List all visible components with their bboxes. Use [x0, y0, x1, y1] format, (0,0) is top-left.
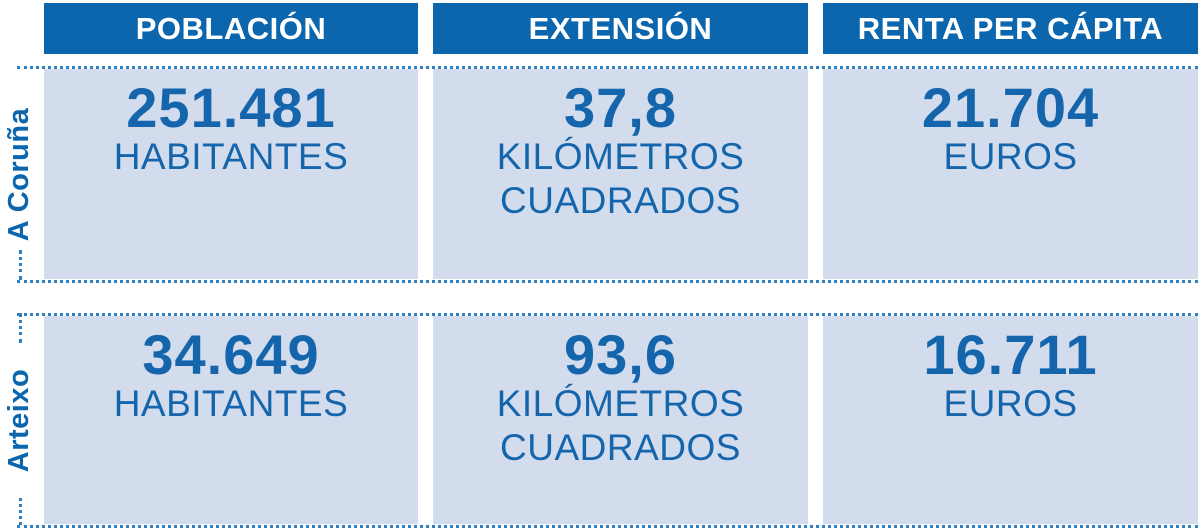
- cell-a-coruna-poblacion: 251.481 HABITANTES: [44, 69, 418, 279]
- renta-unit: EUROS: [943, 136, 1078, 177]
- row-1-bottom-dotted-line: [17, 280, 1198, 283]
- poblacion-unit: HABITANTES: [113, 136, 349, 177]
- poblacion-value: 34.649: [142, 323, 320, 386]
- row-1-top-dotted-line: [17, 66, 1198, 69]
- row-label-text: A Coruña: [3, 107, 36, 241]
- row-2-top-dotted-line: [17, 313, 1198, 316]
- row-2-bottom-dotted-line: [17, 525, 1198, 528]
- renta-value: 21.704: [921, 76, 1100, 139]
- row-label-text: Arteixo: [3, 368, 36, 473]
- row-2-dotted-edge-top: [19, 313, 22, 343]
- header-extension: EXTENSIÓN: [433, 3, 808, 54]
- cell-arteixo-renta: 16.711 EUROS: [823, 316, 1198, 524]
- header-renta: RENTA PER CÁPITA: [823, 3, 1198, 54]
- renta-unit: EUROS: [943, 383, 1078, 424]
- row-2-dotted-edge-bottom: [19, 498, 22, 525]
- cell-arteixo-extension: 93,6 KILÓMETROS CUADRADOS: [433, 316, 808, 524]
- extension-unit-line1: KILÓMETROS: [496, 383, 745, 424]
- row-1-dotted-edge: [19, 250, 22, 280]
- extension-value: 93,6: [564, 323, 677, 386]
- extension-value: 37,8: [564, 76, 677, 139]
- renta-value: 16.711: [923, 323, 1098, 386]
- extension-unit-line2: CUADRADOS: [500, 180, 741, 221]
- poblacion-value: 251.481: [126, 76, 336, 139]
- extension-unit-line1: KILÓMETROS: [496, 136, 745, 177]
- row-label-arteixo: Arteixo: [0, 316, 40, 525]
- poblacion-unit: HABITANTES: [113, 383, 349, 424]
- row-label-a-coruna: A Coruña: [0, 68, 40, 280]
- cell-a-coruna-extension: 37,8 KILÓMETROS CUADRADOS: [433, 69, 808, 279]
- extension-unit-line2: CUADRADOS: [500, 427, 741, 468]
- cell-arteixo-poblacion: 34.649 HABITANTES: [44, 316, 418, 524]
- cell-a-coruna-renta: 21.704 EUROS: [823, 69, 1198, 279]
- header-poblacion: POBLACIÓN: [44, 3, 418, 54]
